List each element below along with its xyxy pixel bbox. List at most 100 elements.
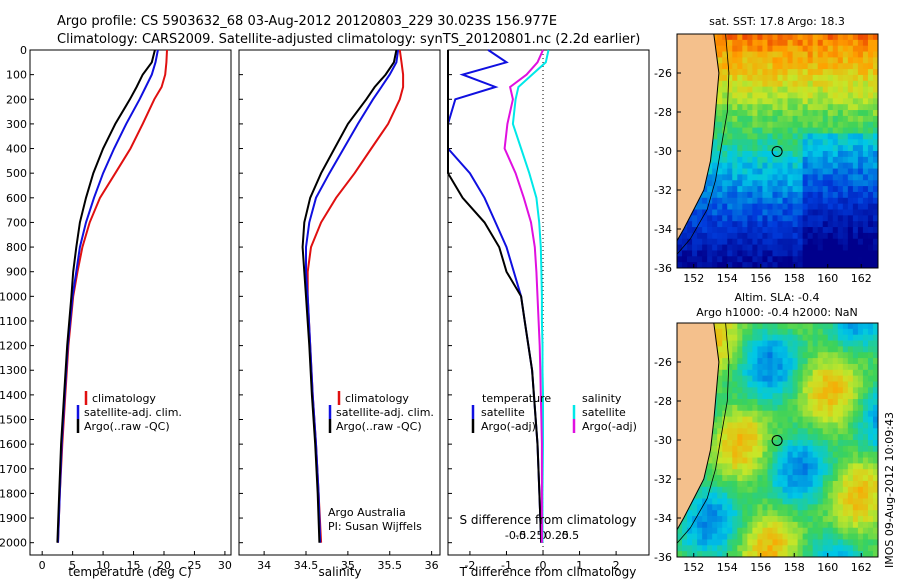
- map-pixel: [777, 145, 783, 152]
- t-tick-label: -1: [501, 559, 512, 572]
- map-pixel: [827, 434, 834, 441]
- map-pixel: [827, 133, 834, 140]
- map-pixel: [747, 232, 753, 240]
- map-pixel: [702, 238, 708, 245]
- map-pixel: [757, 98, 763, 105]
- map-pixel: [832, 404, 839, 412]
- map-pixel: [752, 440, 758, 447]
- map-pixel: [727, 127, 733, 134]
- map-pixel: [742, 410, 748, 417]
- map-pixel: [807, 186, 814, 193]
- map-pixel: [862, 127, 869, 134]
- map-pixel: [807, 121, 814, 128]
- map-pixel: [852, 363, 859, 371]
- map-pixel: [752, 399, 758, 406]
- map-pixel: [677, 238, 683, 245]
- map-pixel: [872, 533, 879, 540]
- map-pixel: [777, 533, 783, 540]
- map-pixel: [762, 227, 768, 234]
- map-pixel: [827, 174, 834, 181]
- map-pixel: [857, 227, 864, 234]
- map-pixel: [712, 539, 718, 546]
- map-pixel: [867, 215, 874, 222]
- map-pixel: [732, 328, 738, 336]
- map-pixel: [727, 328, 733, 336]
- map-pixel: [752, 244, 758, 251]
- map-pixel: [767, 533, 773, 540]
- map-pixel: [757, 399, 763, 406]
- map-pixel: [762, 209, 768, 216]
- map-pixel: [772, 86, 778, 93]
- map-pixel: [722, 393, 728, 400]
- map-pixel: [842, 521, 849, 529]
- depth-tick-label: 600: [6, 192, 27, 205]
- map-pixel: [802, 451, 809, 458]
- map-pixel: [717, 156, 723, 164]
- map-pixel: [767, 340, 773, 347]
- map-pixel: [762, 221, 768, 228]
- map-pixel: [752, 457, 758, 464]
- map-pixel: [832, 168, 839, 175]
- map-pixel: [747, 422, 753, 429]
- map-pixel: [777, 410, 783, 417]
- map-pixel: [727, 428, 733, 435]
- map-pixel: [737, 428, 743, 435]
- map-pixel: [842, 151, 849, 158]
- map-pixel: [807, 63, 814, 70]
- map-pixel: [772, 180, 778, 187]
- map-pixel: [837, 127, 844, 134]
- map-pixel: [722, 381, 728, 388]
- map-pixel: [872, 209, 879, 216]
- map-pixel: [842, 480, 849, 488]
- map-pixel: [817, 57, 824, 64]
- map-pixel: [752, 516, 758, 523]
- map-pixel: [752, 428, 758, 435]
- map-pixel: [852, 98, 859, 105]
- map-pixel: [742, 480, 748, 488]
- map-pixel: [732, 375, 738, 382]
- map-pixel: [747, 162, 753, 169]
- map-pixel: [822, 328, 829, 336]
- map-pixel: [712, 151, 718, 158]
- map-pixel: [782, 191, 788, 199]
- map-pixel: [707, 516, 713, 523]
- map-pixel: [752, 445, 758, 453]
- map-pixel: [872, 168, 879, 175]
- map-pixel: [782, 451, 788, 458]
- map-pixel: [847, 215, 854, 222]
- map-pixel: [857, 504, 864, 511]
- map-pixel: [787, 492, 793, 499]
- map-pixel: [842, 203, 849, 210]
- map-pixel: [727, 238, 733, 245]
- map-pixel: [822, 399, 829, 406]
- map-pixel: [777, 63, 783, 70]
- map-pixel: [872, 445, 879, 453]
- map-pixel: [782, 463, 788, 470]
- map-pixel: [797, 191, 804, 199]
- map-pixel: [807, 457, 814, 464]
- map-pixel: [842, 340, 849, 347]
- map-pixel: [787, 133, 793, 140]
- map-pixel: [867, 358, 874, 365]
- map-pixel: [847, 104, 854, 111]
- map-pixel: [677, 533, 683, 540]
- map-pixel: [757, 369, 763, 377]
- map-pixel: [827, 39, 834, 47]
- map-pixel: [842, 334, 849, 341]
- map-pixel: [817, 381, 824, 388]
- legend-label-argo: Argo(..raw -QC): [84, 420, 170, 433]
- map-pixel: [847, 262, 854, 269]
- map-pixel: [712, 227, 718, 234]
- map-pixel: [842, 221, 849, 228]
- map-pixel: [792, 387, 799, 394]
- map-pixel: [727, 375, 733, 382]
- map-pixel: [807, 145, 814, 152]
- map-pixel: [787, 516, 793, 523]
- map-pixel: [827, 63, 834, 70]
- map-pixel: [852, 186, 859, 193]
- map-pixel: [752, 521, 758, 529]
- map-pixel: [797, 510, 804, 517]
- map-pixel: [677, 527, 683, 534]
- map-pixel: [812, 516, 819, 523]
- map-pixel: [817, 440, 824, 447]
